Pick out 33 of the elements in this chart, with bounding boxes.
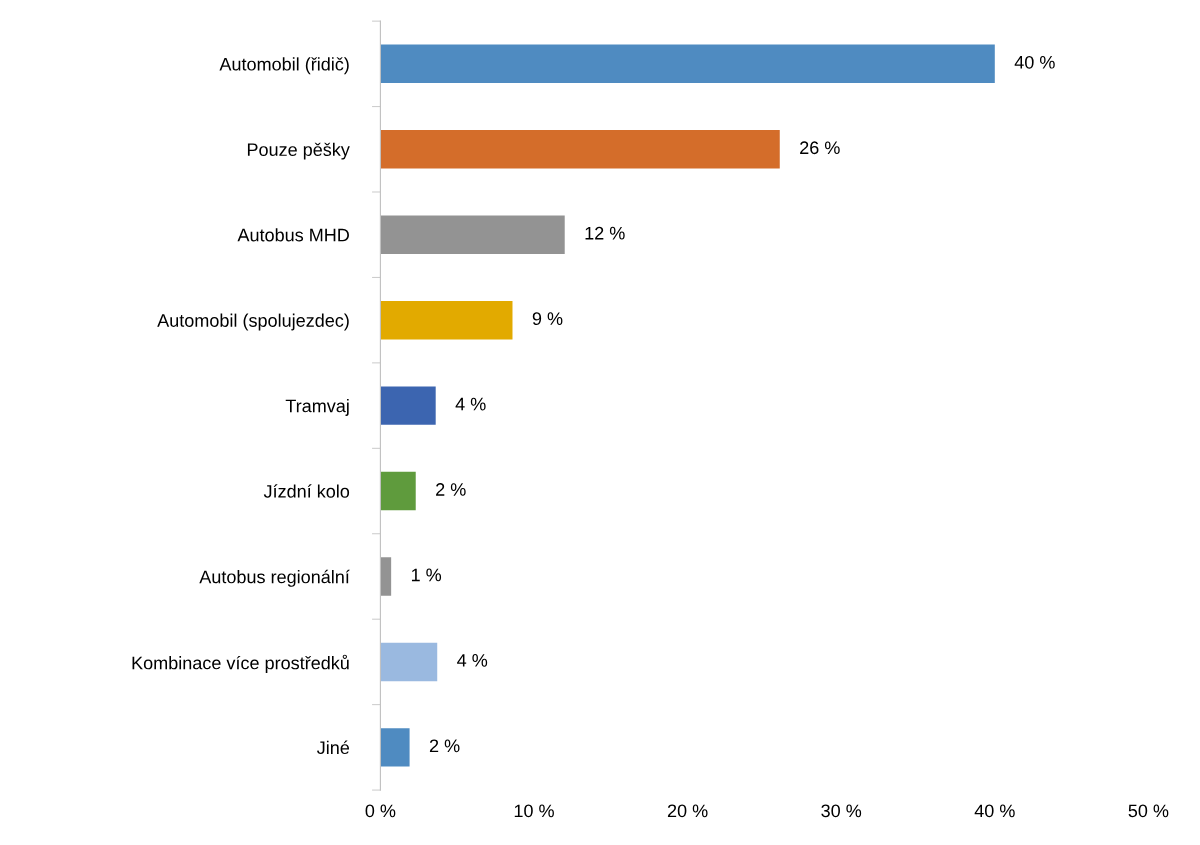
data-label: 40 % <box>1014 55 1055 69</box>
bar <box>380 471 416 511</box>
data-label: 9 % <box>532 312 563 326</box>
y-tick-label: Kombinace více prostředků <box>132 654 349 673</box>
bar <box>380 642 438 682</box>
y-tick-label: Jiné <box>317 740 350 755</box>
data-label: 26 % <box>800 141 840 155</box>
bar <box>380 215 565 254</box>
bar <box>380 557 392 596</box>
data-label: 2 % <box>436 483 466 496</box>
y-tick-label: Automobil (spolujezdec) <box>157 313 349 331</box>
y-tick-label: Automobil (řidič) <box>219 57 349 75</box>
data-label: 12 % <box>585 226 625 240</box>
x-tick-label: 20 % <box>667 804 708 818</box>
bar <box>380 44 995 84</box>
x-tick-label: 30 % <box>821 804 862 818</box>
x-tick-label: 40 % <box>974 804 1015 818</box>
y-tick-label: Jízdní kolo <box>263 484 350 498</box>
x-tick-label: 10 % <box>514 804 554 818</box>
bar <box>380 728 410 767</box>
y-tick-label: Autobus regionální <box>199 569 350 587</box>
data-label: 4 % <box>455 397 486 411</box>
bar <box>380 130 780 169</box>
bar <box>380 300 513 340</box>
bar <box>380 386 436 425</box>
data-label: 1 % <box>411 568 442 582</box>
data-label: 2 % <box>429 739 460 753</box>
y-tick-label: Tramvaj <box>285 399 349 416</box>
x-tick-label: 50 % <box>1128 804 1169 818</box>
y-tick-label: Autobus MHD <box>237 228 349 242</box>
y-tick-label: Pouze pěšky <box>247 142 350 160</box>
data-label: 4 % <box>457 654 488 667</box>
x-tick-label: 0 % <box>365 804 396 818</box>
